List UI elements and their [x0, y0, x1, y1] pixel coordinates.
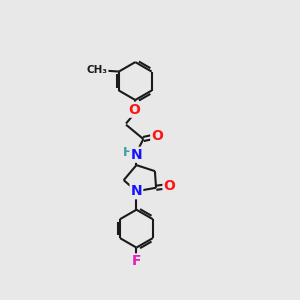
- Text: H: H: [123, 146, 133, 159]
- Text: O: O: [164, 179, 175, 193]
- Text: F: F: [132, 254, 141, 268]
- Text: CH₃: CH₃: [87, 65, 108, 75]
- Text: O: O: [128, 103, 140, 117]
- Text: N: N: [130, 184, 142, 198]
- Text: N: N: [130, 148, 142, 162]
- Text: O: O: [151, 129, 163, 143]
